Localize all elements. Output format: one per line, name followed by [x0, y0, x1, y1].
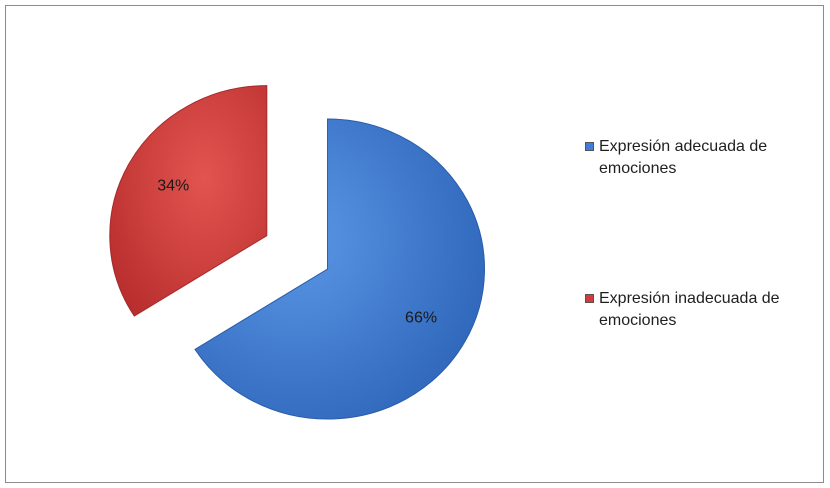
legend-label-adecuada: Expresión adecuada de emociones	[599, 138, 768, 177]
legend-label-inadecuada: Expresión inadecuada de emociones	[599, 290, 780, 329]
legend-item-adecuada: Expresión adecuada de emociones	[585, 136, 825, 180]
pie-slice-inadecuada	[109, 85, 268, 317]
data-label-adecuada: 66%	[405, 309, 437, 326]
legend-swatch-blue	[585, 142, 594, 151]
legend-item-inadecuada: Expresión inadecuada de emociones	[585, 288, 825, 332]
legend-swatch-red	[585, 294, 594, 303]
data-label-inadecuada: 34%	[157, 178, 189, 195]
pie-slice-adecuada	[194, 118, 486, 420]
